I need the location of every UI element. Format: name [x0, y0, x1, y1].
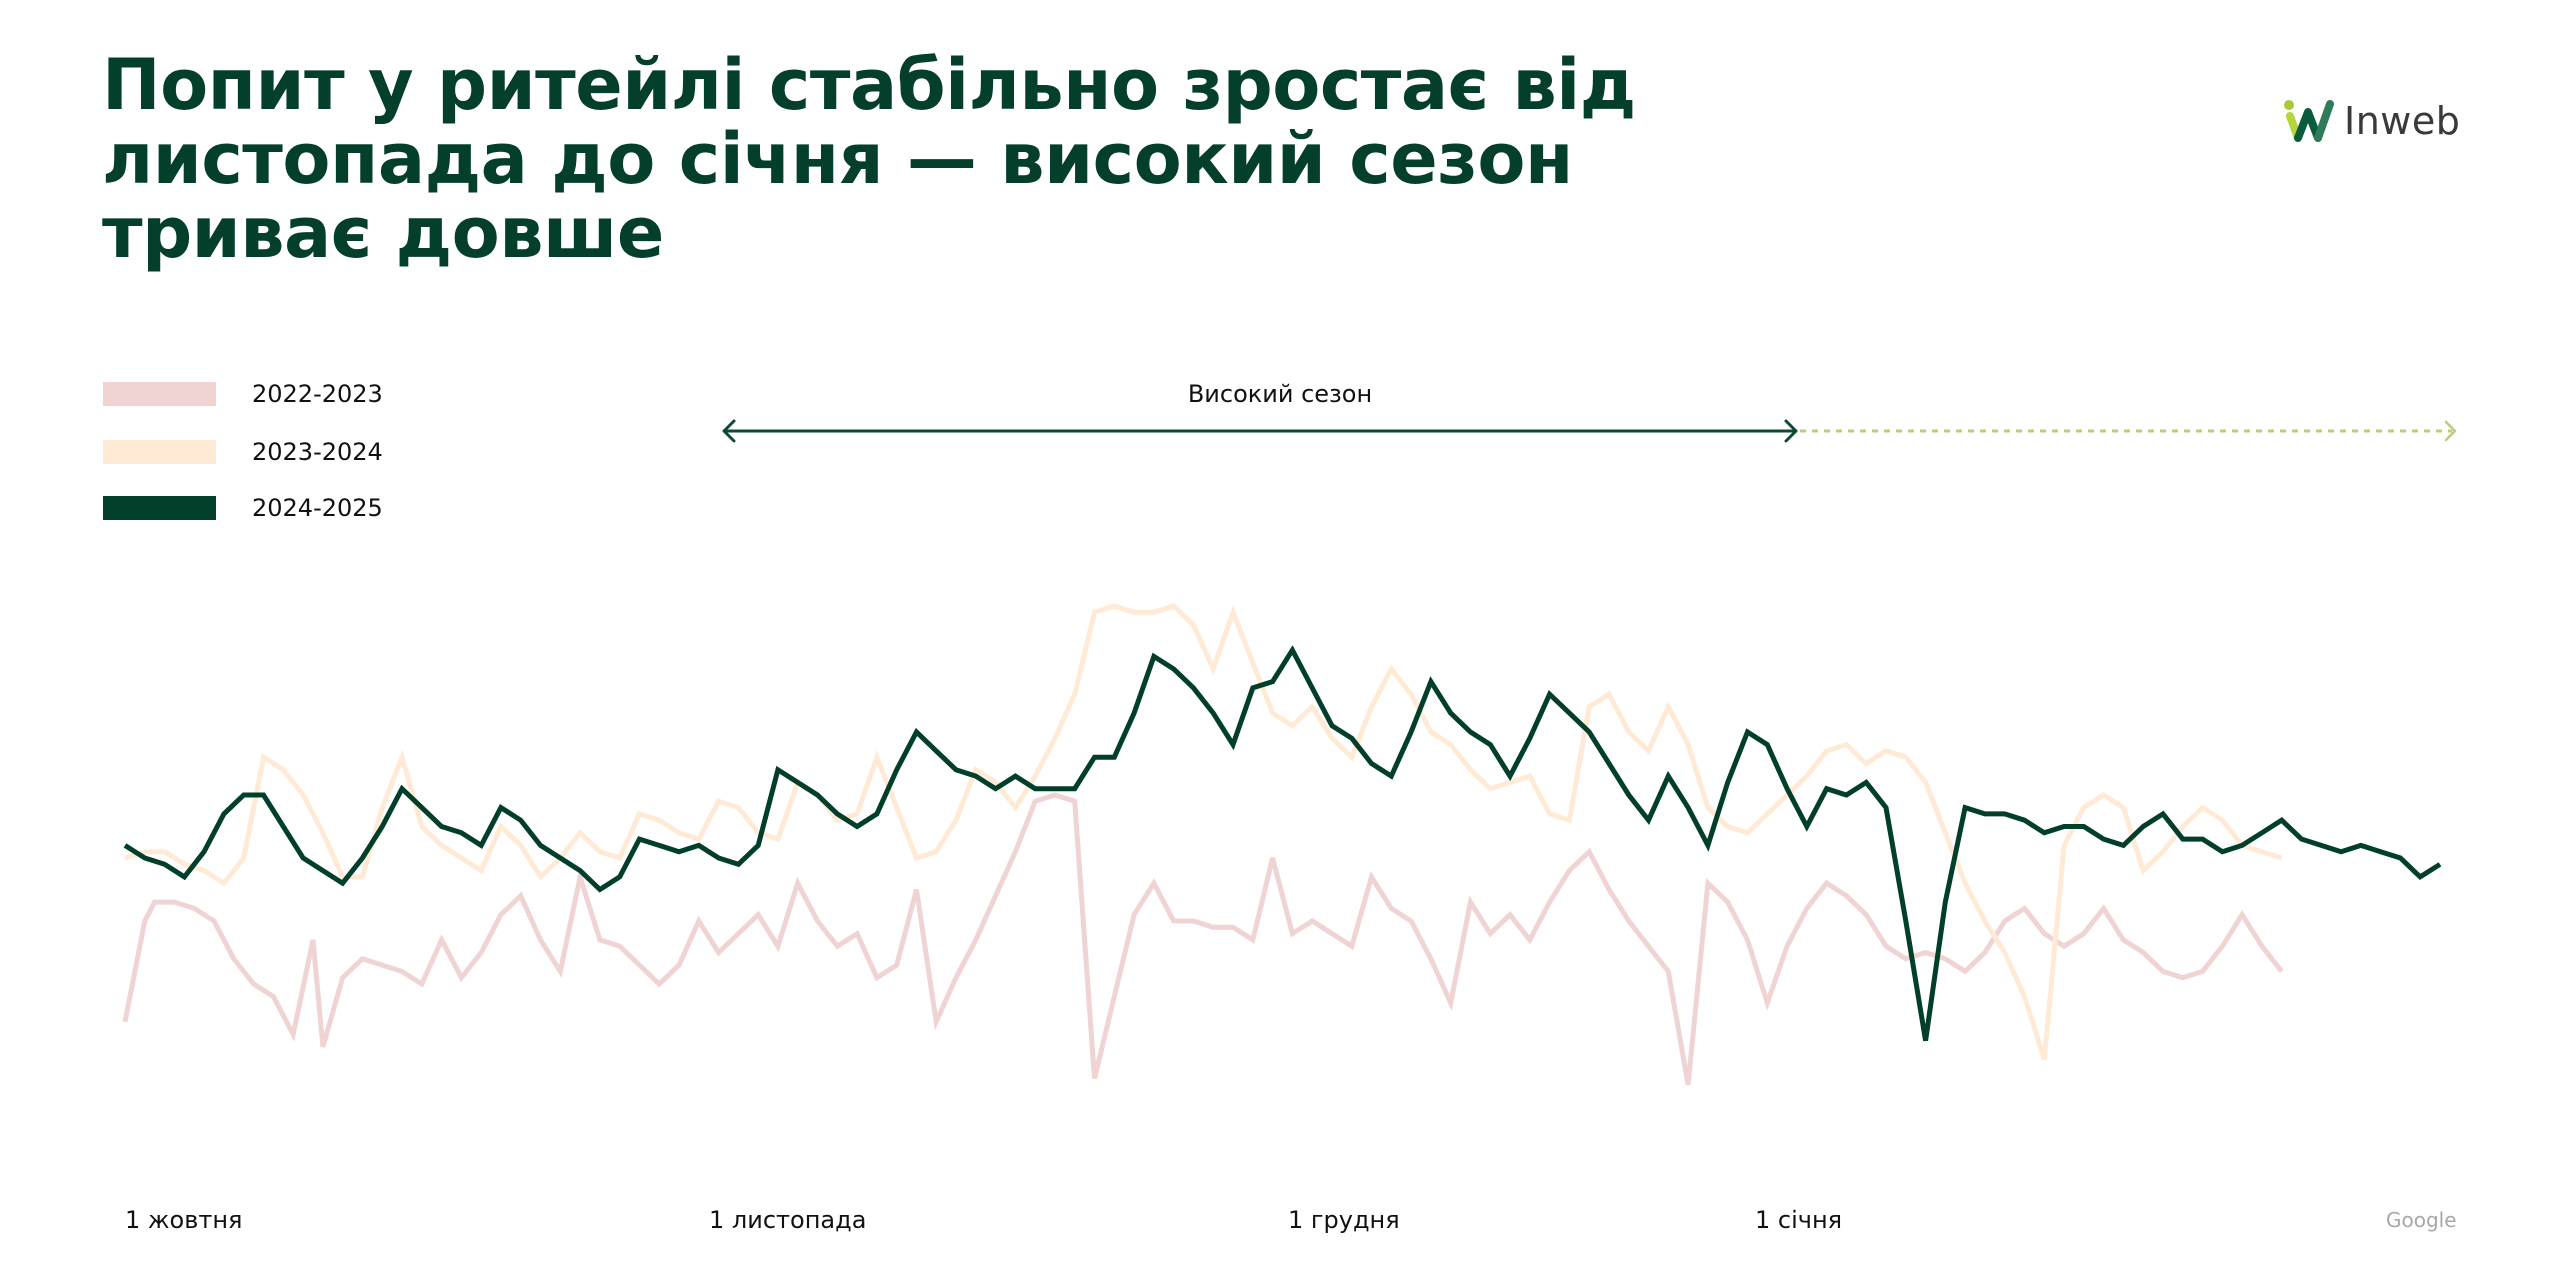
series-2022-2023-line: [122, 792, 2284, 1086]
legend-label: 2023-2024: [252, 438, 383, 466]
x-tick-oct: 1 жовтня: [125, 1206, 243, 1234]
high-season-arrow: [722, 419, 2457, 443]
legend-item-2024-2025: 2024-2025: [103, 494, 383, 522]
series-2024-2025-line: [123, 645, 2442, 1042]
x-tick-nov: 1 листопада: [709, 1206, 867, 1234]
x-tick-jan: 1 січня: [1755, 1206, 1843, 1234]
inweb-logo: Inweb: [2282, 96, 2460, 146]
legend-label: 2022-2023: [252, 380, 383, 408]
legend-item-2023-2024: 2023-2024: [103, 438, 383, 466]
source-google: Google: [2386, 1208, 2457, 1232]
chart-title: Попит у ритейлі стабільно зростає від ли…: [102, 44, 1636, 274]
legend-swatch: [103, 440, 216, 464]
x-tick-dec: 1 грудня: [1288, 1206, 1400, 1234]
legend-label: 2024-2025: [252, 494, 383, 522]
high-season-label: Високий сезон: [1187, 380, 1373, 408]
logo-text: Inweb: [2344, 99, 2461, 143]
legend-item-2022-2023: 2022-2023: [103, 380, 383, 408]
series-2023-2024-line: [124, 603, 2283, 1061]
legend-swatch: [103, 382, 216, 406]
legend-swatch: [103, 496, 216, 520]
inweb-logo-icon: [2284, 100, 2334, 142]
